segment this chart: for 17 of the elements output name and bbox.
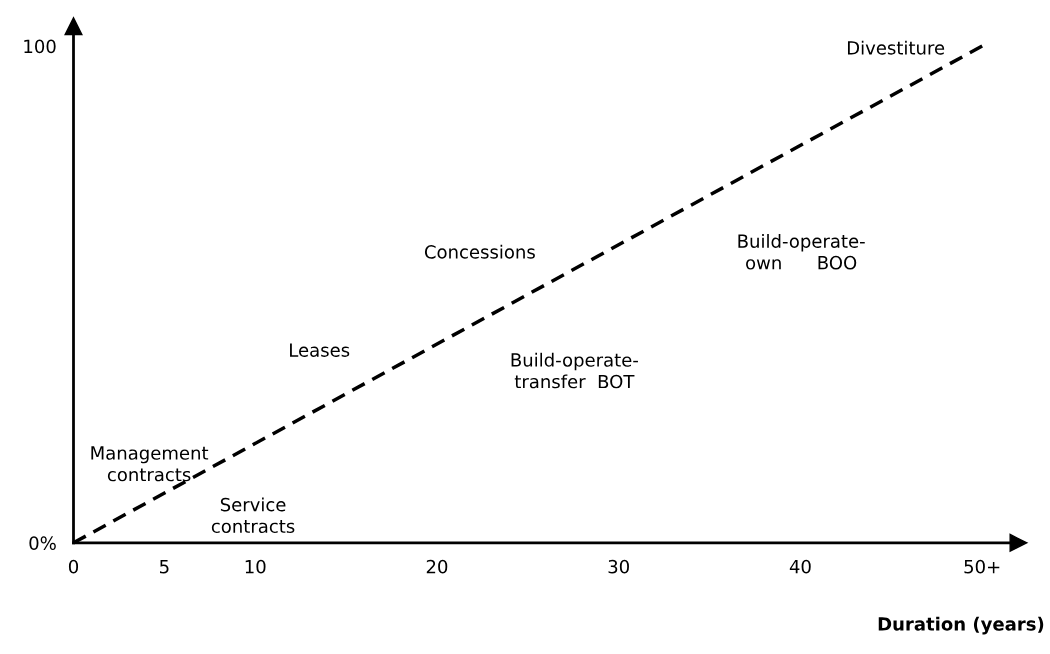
- x-tick-label: 30: [608, 559, 629, 574]
- annotation: Management contracts: [91, 446, 209, 482]
- annotation: Leases: [290, 343, 350, 357]
- annotation: Concessions: [424, 244, 535, 259]
- x-axis-title: Duration (years): [878, 616, 1044, 635]
- annotation: Service contracts: [211, 497, 295, 534]
- x-tick-label: 50+: [964, 559, 1000, 574]
- annotation: Build-operate- own BOO: [738, 233, 865, 270]
- y-tick-label: 0%: [29, 536, 56, 550]
- x-tick-label: 20: [426, 559, 448, 574]
- x-tick-label: 40: [789, 559, 811, 574]
- x-tick-label: 0: [68, 559, 79, 574]
- annotation: Build-operate- transfer BOT: [511, 352, 638, 389]
- annotation: Divestiture: [847, 40, 945, 55]
- y-tick-label: 100: [24, 39, 56, 54]
- x-tick-label: 5: [160, 560, 169, 574]
- x-tick-label: 10: [245, 559, 266, 574]
